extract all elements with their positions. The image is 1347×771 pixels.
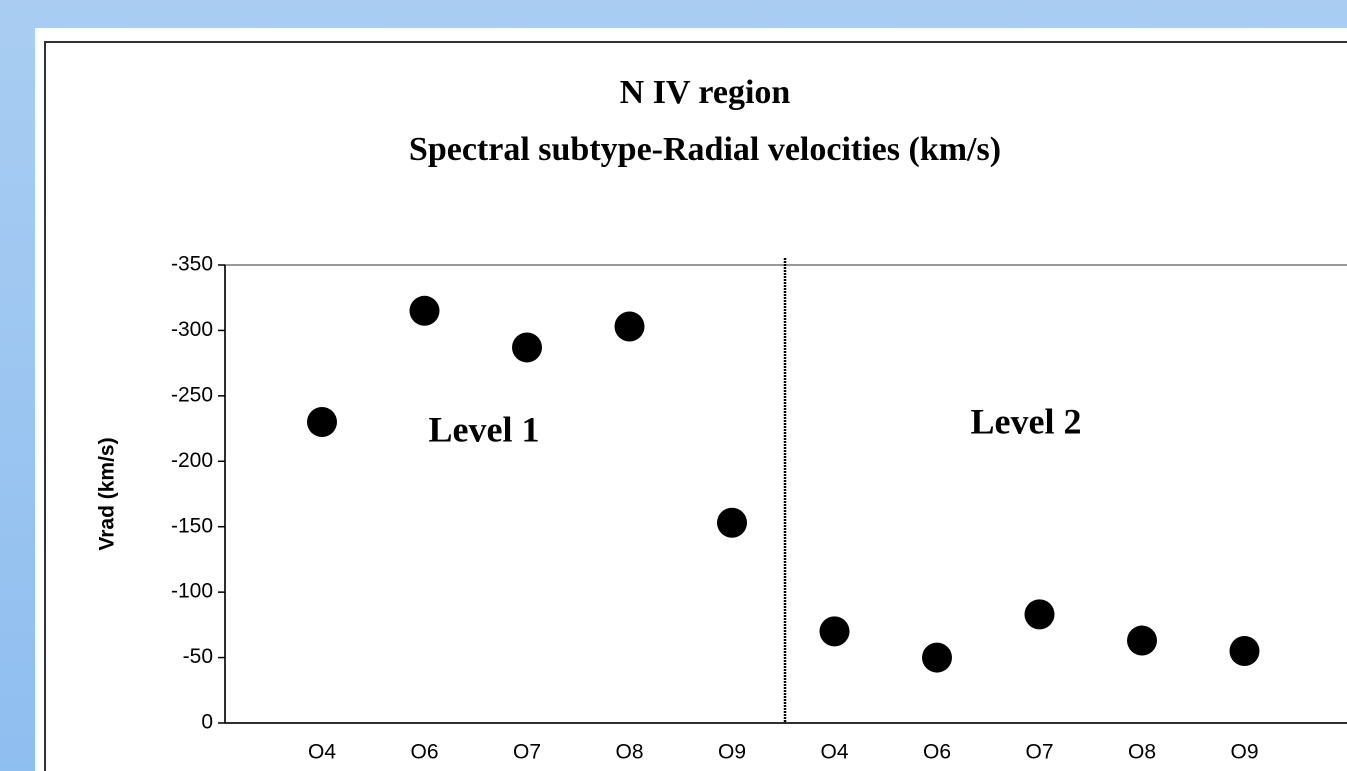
x-tick-label: O6 [923, 741, 951, 764]
y-tick-label: -150 [171, 514, 213, 537]
y-tick-label: -350 [171, 253, 213, 276]
annotation: Level 2 [971, 401, 1082, 441]
x-tick-label: O9 [718, 741, 746, 764]
annotation: Level 1 [429, 409, 540, 449]
x-tick-label: O8 [615, 741, 643, 764]
x-tick-label: O6 [410, 741, 438, 764]
y-axis-label: Vrad (km/s) [96, 437, 119, 550]
point [614, 311, 645, 342]
point [307, 407, 337, 438]
y-tick-label: 0 [201, 711, 213, 734]
point [1127, 625, 1157, 656]
x-tick-label: O9 [1230, 741, 1258, 764]
y-tick-label: -250 [171, 383, 213, 406]
y-tick-label: -200 [171, 449, 213, 472]
point [409, 295, 440, 326]
chart-subtitle: Spectral subtype-Radial velocities (km/s… [409, 131, 1001, 168]
point [1229, 636, 1260, 667]
x-tick-label: O4 [820, 741, 848, 764]
y-tick-label: -100 [171, 580, 213, 603]
point [1024, 599, 1055, 630]
panel-border [44, 41, 1347, 771]
x-tick-label: O7 [1025, 741, 1053, 764]
point [819, 616, 850, 647]
panel [35, 28, 1347, 771]
x-tick-label: O7 [513, 741, 541, 764]
x-tick-label: O4 [308, 741, 336, 764]
point [512, 332, 542, 363]
y-tick-label: -300 [171, 318, 213, 341]
x-tick-label: O8 [1128, 741, 1156, 764]
point [922, 642, 952, 673]
point [717, 507, 747, 538]
y-tick-label: -50 [183, 645, 213, 668]
chart-title: N IV region [620, 74, 791, 111]
